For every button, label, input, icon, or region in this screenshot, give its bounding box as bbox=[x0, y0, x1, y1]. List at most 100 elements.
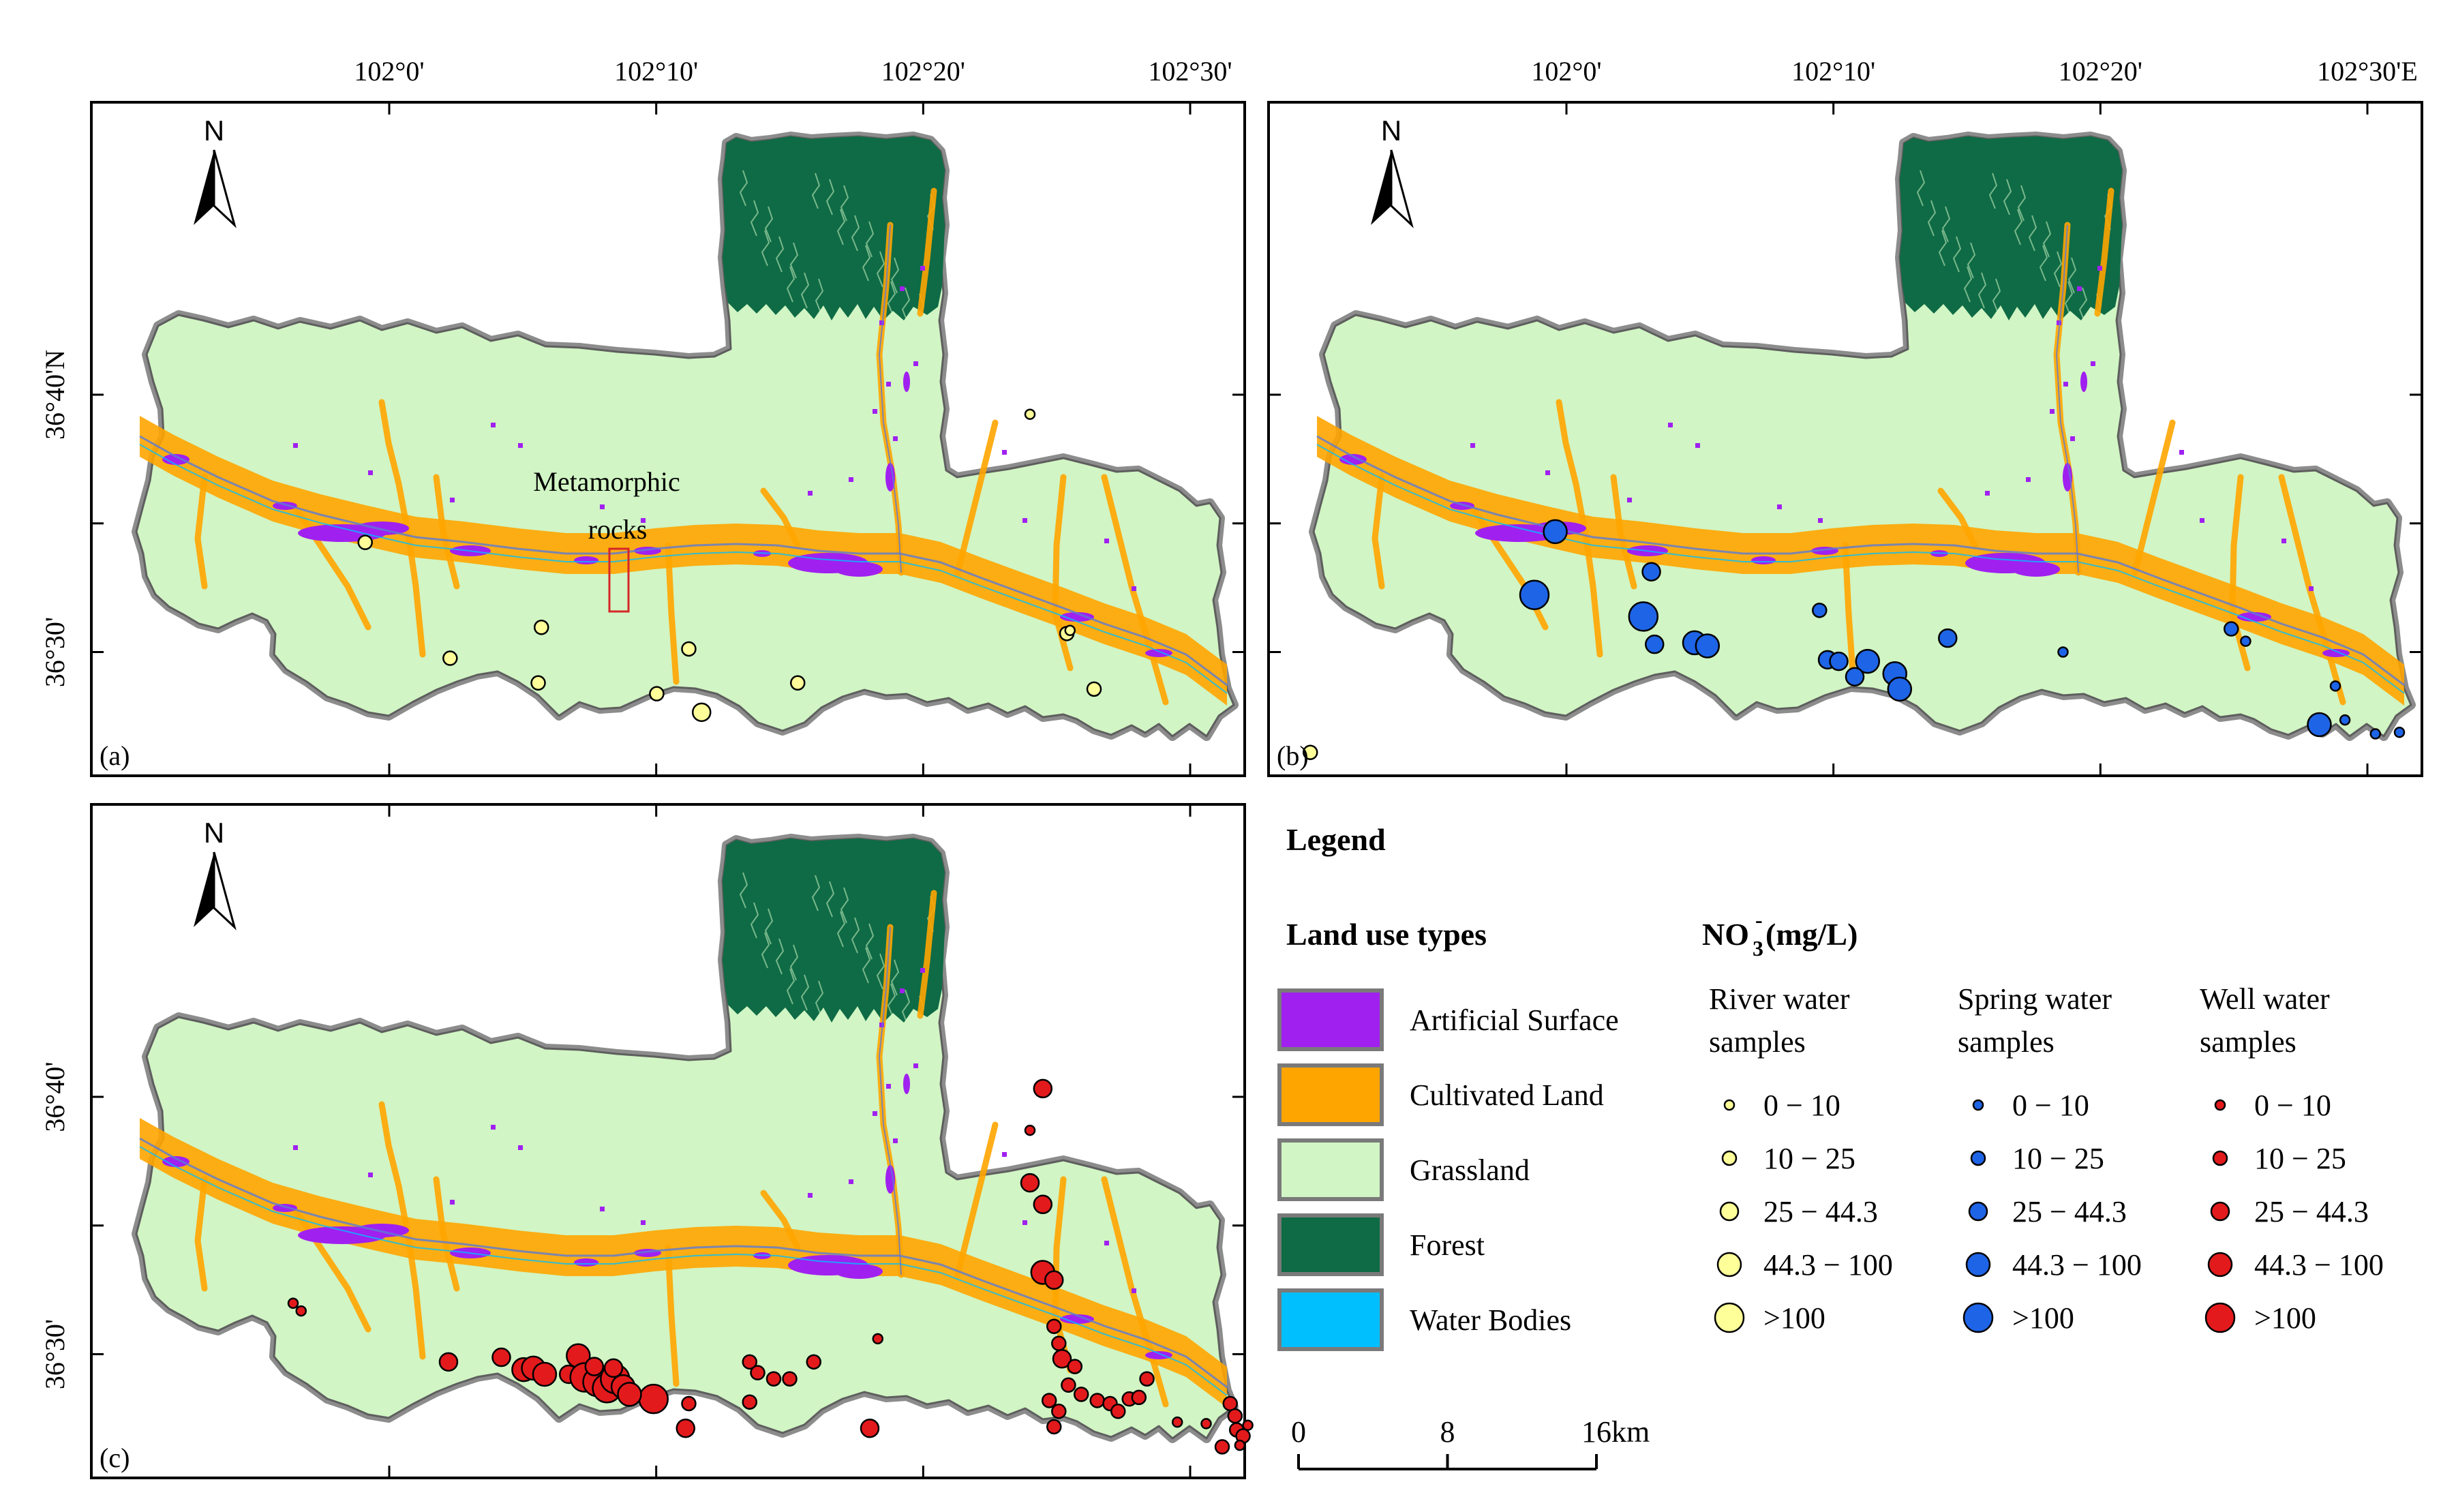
artificial-surface-patch bbox=[885, 1165, 895, 1194]
lon-tick-label: 102°30' bbox=[1148, 56, 1232, 87]
artificial-surface-patch bbox=[2057, 320, 2061, 325]
north-arrow-black bbox=[194, 150, 214, 225]
main-river bbox=[139, 435, 1228, 686]
artificial-surface-patch bbox=[368, 470, 373, 475]
forest-clearing bbox=[901, 989, 911, 1026]
metamorphic-rocks-box bbox=[608, 547, 630, 613]
well-sample-point bbox=[1033, 1078, 1053, 1099]
panel-frame bbox=[90, 803, 1246, 1479]
artificial-surface-patch bbox=[849, 1179, 853, 1184]
spring-sample-point bbox=[2057, 646, 2069, 658]
spring-sample-point bbox=[1938, 628, 1958, 648]
river-sample-point bbox=[649, 686, 665, 701]
forest-clearing bbox=[775, 938, 785, 975]
north-arrow-white bbox=[213, 851, 237, 931]
artificial-surface-patch bbox=[835, 1264, 883, 1279]
no3-title-sup: - bbox=[1755, 907, 1763, 932]
cultivated-tributary bbox=[378, 1101, 426, 1360]
river-sample-point bbox=[530, 675, 546, 691]
river-sample-point bbox=[357, 534, 373, 550]
water-body-line bbox=[139, 444, 1228, 694]
forest-clearing bbox=[2003, 179, 2012, 215]
forest-clearing bbox=[2017, 185, 2027, 222]
river-legend-symbol bbox=[1716, 1252, 1742, 1277]
lat-tick-label: 36°30' bbox=[40, 1319, 70, 1389]
no3-title: NO 3 - (mg/L) bbox=[1702, 907, 1858, 961]
legend-group-title: samples bbox=[1709, 1025, 1806, 1059]
artificial-surface-patch bbox=[900, 286, 905, 291]
base-map bbox=[132, 834, 1239, 1443]
spring-sample-point bbox=[2240, 635, 2252, 647]
base-map bbox=[132, 132, 1239, 741]
lat-tick-label: 36°40' bbox=[40, 1061, 70, 1132]
spring-sample-point bbox=[1695, 633, 1720, 659]
forest-clearing bbox=[876, 953, 885, 990]
artificial-surface-patch bbox=[1002, 1152, 1007, 1157]
forest-clearing bbox=[836, 209, 846, 245]
panel-map-content bbox=[1309, 132, 2416, 741]
artificial-surface-patch bbox=[885, 463, 895, 492]
cultivated-tributary bbox=[2229, 474, 2251, 671]
north-label: N bbox=[1381, 115, 1401, 147]
land-use-swatch bbox=[1277, 1063, 1384, 1126]
panel-b: 102°0' 102°10' 102°20' 102°30'E N (b) bbox=[1267, 56, 2423, 777]
legend-group-title: samples bbox=[1958, 1025, 2055, 1059]
forest-clearing bbox=[1941, 206, 1951, 243]
cultivated-corridor bbox=[1317, 416, 2404, 706]
well-sample-point bbox=[1046, 1419, 1062, 1435]
forest-clearing bbox=[890, 257, 900, 294]
no3-title-main: NO bbox=[1702, 917, 1749, 952]
forest-clearing bbox=[2014, 209, 2023, 245]
artificial-surface-patch bbox=[1132, 1288, 1136, 1293]
north-arrow-black bbox=[194, 852, 214, 927]
artificial-surface-patch bbox=[293, 443, 298, 448]
well-sample-point bbox=[532, 1361, 558, 1387]
well-sample-point bbox=[1214, 1439, 1230, 1455]
artificial-surface-patch bbox=[1339, 454, 1367, 465]
forest-clearing bbox=[789, 242, 799, 279]
cultivated-tributary bbox=[2094, 187, 2114, 317]
well-sample-point bbox=[1033, 1194, 1053, 1215]
water-body-line bbox=[139, 1146, 1228, 1396]
panel-map-content bbox=[132, 834, 1239, 1443]
cultivated-tributary bbox=[194, 474, 208, 590]
artificial-surface-patch bbox=[2237, 612, 2271, 622]
artificial-surface-patch bbox=[893, 436, 898, 441]
artificial-surface-patch bbox=[1060, 1314, 1094, 1324]
annotation-label: Metamorphic bbox=[533, 466, 680, 497]
cultivated-tributary bbox=[917, 187, 937, 317]
cultivated-tributary bbox=[1610, 474, 1637, 590]
well-sample-point bbox=[1131, 1389, 1147, 1406]
forest-clearing bbox=[1977, 272, 1987, 309]
cultivated-tributary bbox=[290, 1203, 372, 1333]
tributary-river bbox=[878, 224, 902, 573]
cultivated-tributary bbox=[760, 487, 801, 549]
spring-sample-point bbox=[1812, 603, 1828, 618]
forest-clearing bbox=[876, 251, 885, 288]
artificial-surface-patch bbox=[1777, 504, 1782, 509]
forest-clearing bbox=[825, 881, 835, 918]
lat-tick-label: 36°30' bbox=[40, 617, 70, 687]
river-sample-point bbox=[1086, 681, 1102, 697]
artificial-surface-patch bbox=[450, 1200, 455, 1205]
well-sample-point bbox=[1110, 1404, 1126, 1419]
cultivated-tributary bbox=[194, 1176, 208, 1292]
artificial-surface-patch bbox=[903, 372, 910, 392]
cultivated-tributary bbox=[2132, 419, 2176, 576]
annotation-label: rocks bbox=[588, 514, 648, 545]
forest-clearing bbox=[1916, 170, 1926, 207]
forest-clearing bbox=[890, 959, 900, 996]
legend-class-label: 44.3 − 100 bbox=[2012, 1248, 2142, 1282]
legend-group-title: Spring water bbox=[1958, 982, 2112, 1016]
artificial-surface-patch bbox=[1545, 470, 1550, 475]
forest-clearing bbox=[815, 980, 824, 1017]
forest-clearing bbox=[1952, 236, 1962, 273]
legend-class-label: 25 − 44.3 bbox=[2254, 1195, 2369, 1228]
forest-clearing bbox=[1938, 230, 1947, 267]
land-use-label: Water Bodies bbox=[1410, 1303, 1571, 1337]
artificial-surface-patch bbox=[368, 1173, 373, 1177]
well-sample-point bbox=[742, 1394, 757, 1410]
land-use-swatch bbox=[1277, 1138, 1384, 1201]
spring-sample-point bbox=[1855, 648, 1881, 674]
